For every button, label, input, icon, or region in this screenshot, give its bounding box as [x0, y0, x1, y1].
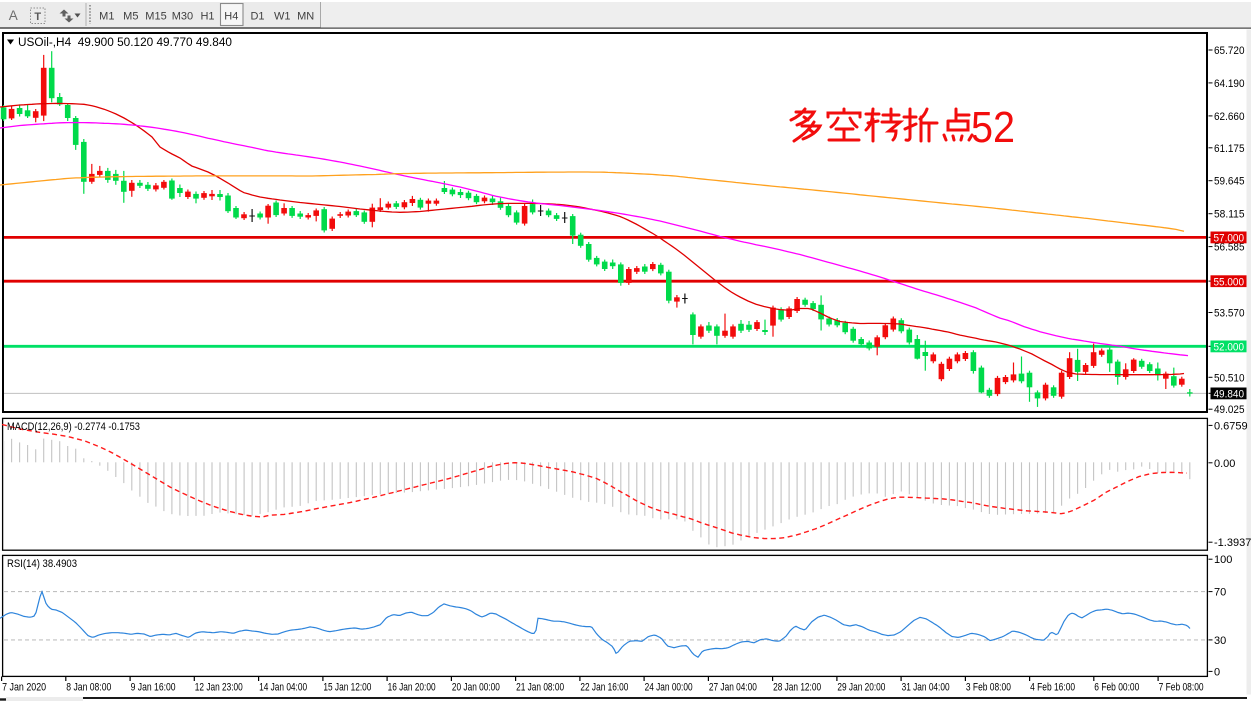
svg-text:12 Jan 23:00: 12 Jan 23:00: [195, 682, 243, 694]
svg-text:28 Jan 12:00: 28 Jan 12:00: [773, 682, 821, 694]
svg-text:59.645: 59.645: [1214, 176, 1245, 188]
svg-text:-1.3937: -1.3937: [1214, 537, 1251, 549]
svg-text:MN: MN: [297, 11, 314, 23]
svg-text:D1: D1: [250, 11, 264, 23]
svg-text:M1: M1: [99, 11, 114, 23]
svg-text:0.00: 0.00: [1214, 458, 1235, 470]
svg-text:20 Jan 00:00: 20 Jan 00:00: [452, 682, 500, 694]
svg-text:58.115: 58.115: [1214, 209, 1245, 221]
svg-text:30: 30: [1214, 635, 1226, 647]
svg-text:9 Jan 16:00: 9 Jan 16:00: [131, 682, 176, 694]
svg-text:14 Jan 04:00: 14 Jan 04:00: [259, 682, 307, 694]
svg-text:M5: M5: [123, 11, 138, 23]
svg-text:3 Feb 08:00: 3 Feb 08:00: [966, 682, 1011, 694]
svg-text:M15: M15: [145, 11, 166, 23]
svg-text:7 Jan 2020: 7 Jan 2020: [2, 682, 46, 694]
svg-text:22 Jan 16:00: 22 Jan 16:00: [580, 682, 628, 694]
svg-text:M30: M30: [172, 11, 193, 23]
svg-text:57.000: 57.000: [1214, 233, 1245, 245]
svg-text:MACD(12,26,9) -0.2774 -0.1753: MACD(12,26,9) -0.2774 -0.1753: [7, 421, 140, 433]
svg-text:61.175: 61.175: [1214, 143, 1245, 155]
svg-text:49.840: 49.840: [1214, 389, 1245, 401]
svg-text:29 Jan 20:00: 29 Jan 20:00: [837, 682, 885, 694]
svg-text:H1: H1: [200, 11, 214, 23]
svg-text:64.190: 64.190: [1214, 78, 1245, 90]
svg-text:24 Jan 00:00: 24 Jan 00:00: [645, 682, 693, 694]
svg-text:31 Jan 04:00: 31 Jan 04:00: [902, 682, 950, 694]
svg-text:16 Jan 20:00: 16 Jan 20:00: [388, 682, 436, 694]
svg-text:15 Jan 12:00: 15 Jan 12:00: [323, 682, 371, 694]
svg-text:65.720: 65.720: [1214, 45, 1245, 57]
svg-text:7 Feb 08:00: 7 Feb 08:00: [1159, 682, 1204, 694]
svg-text:USOil-,H4 49.900 50.120 49.77: USOil-,H4 49.900 50.120 49.770 49.840: [18, 37, 232, 49]
svg-text:62.660: 62.660: [1214, 111, 1245, 123]
svg-text:6 Feb 00:00: 6 Feb 00:00: [1094, 682, 1139, 694]
svg-text:RSI(14) 38.4903: RSI(14) 38.4903: [7, 558, 77, 570]
svg-text:8 Jan 08:00: 8 Jan 08:00: [66, 682, 111, 694]
svg-text:52: 52: [971, 103, 1015, 152]
svg-text:100: 100: [1214, 554, 1232, 566]
svg-text:53.570: 53.570: [1214, 308, 1245, 320]
svg-text:27 Jan 04:00: 27 Jan 04:00: [709, 682, 757, 694]
svg-text:50.510: 50.510: [1214, 372, 1245, 384]
svg-text:21 Jan 08:00: 21 Jan 08:00: [516, 682, 564, 694]
svg-text:55.000: 55.000: [1214, 276, 1245, 288]
svg-text:4 Feb 16:00: 4 Feb 16:00: [1030, 682, 1075, 694]
svg-text:49.025: 49.025: [1214, 404, 1245, 416]
svg-text:70: 70: [1214, 587, 1226, 599]
svg-text:H4: H4: [224, 11, 238, 23]
svg-text:0: 0: [1214, 666, 1220, 678]
svg-text:0.6759: 0.6759: [1214, 420, 1248, 432]
svg-text:A: A: [9, 8, 18, 23]
svg-text:T: T: [34, 11, 41, 23]
svg-text:W1: W1: [274, 11, 291, 23]
svg-text:52.000: 52.000: [1214, 342, 1245, 354]
